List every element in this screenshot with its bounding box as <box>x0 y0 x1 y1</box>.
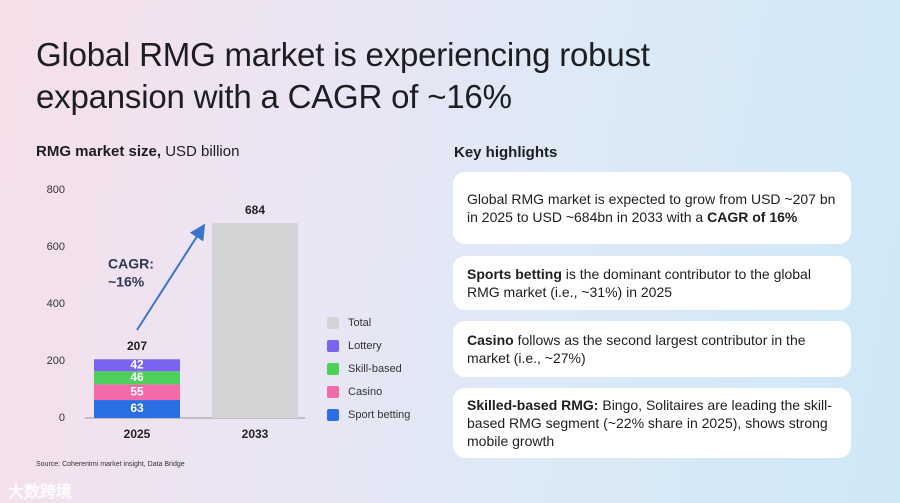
page-title: Global RMG market is experiencing robust… <box>36 36 650 115</box>
highlight-bold: CAGR of 16% <box>707 209 798 225</box>
bar-segment <box>94 400 180 418</box>
highlight-text: Skilled-based RMG: Bingo, Solitaires are… <box>467 396 837 450</box>
highlight-card: Global RMG market is expected to grow fr… <box>453 172 851 244</box>
highlight-text: Casino follows as the second largest con… <box>467 331 837 367</box>
highlight-card: Skilled-based RMG: Bingo, Solitaires are… <box>453 388 851 458</box>
highlights-title: Key highlights <box>454 144 558 161</box>
annotation: CAGR: <box>108 256 154 272</box>
legend-label: Skill-based <box>348 363 402 375</box>
x-tick-label: 2025 <box>124 427 151 441</box>
highlight-span: Global RMG market is expected to grow fr… <box>467 191 836 225</box>
highlight-bold: Skilled-based RMG: <box>467 397 599 413</box>
legend-label: Sport betting <box>348 409 410 421</box>
x-tick-label: 2033 <box>242 427 269 441</box>
legend-swatch <box>327 340 339 352</box>
chart-unit: USD billion <box>165 143 240 160</box>
highlight-bold: Sports betting <box>467 266 562 282</box>
highlight-span: Bingo, Solitaires are leading the skill-… <box>467 397 832 449</box>
annotation: ~16% <box>108 274 145 290</box>
source: Source: Coherentmi market insight, Data … <box>36 461 185 468</box>
cagr-arrow <box>136 223 206 331</box>
bar-segment <box>94 371 180 385</box>
data-label: 42 <box>130 357 144 371</box>
bar-segment <box>94 384 180 401</box>
bar-segment <box>212 223 298 418</box>
legend-swatch <box>327 386 339 398</box>
y-tick-label: 800 <box>47 184 65 196</box>
legend-swatch <box>327 363 339 375</box>
y-tick-label: 600 <box>47 241 65 253</box>
chart-heading: RMG market size, USD billion <box>36 143 239 160</box>
data-label: 46 <box>130 370 144 384</box>
legend-swatch <box>327 409 339 421</box>
highlight-span: is the dominant contributor to the globa… <box>467 266 811 300</box>
bar-segment <box>94 359 180 372</box>
watermark: 大数跨境 <box>8 484 73 501</box>
highlight-card: Sports betting is the dominant contribut… <box>453 256 851 310</box>
legend-label: Total <box>348 317 371 329</box>
y-tick-label: 0 <box>59 412 65 424</box>
total-label: 207 <box>127 339 147 353</box>
legend-label: Lottery <box>348 340 382 352</box>
total-label: 684 <box>245 203 265 217</box>
highlight-bold: Casino <box>467 332 514 348</box>
highlight-text: Sports betting is the dominant contribut… <box>467 265 837 301</box>
highlight-text: Global RMG market is expected to grow fr… <box>467 190 837 226</box>
highlight-card: Casino follows as the second largest con… <box>453 321 851 377</box>
data-label: 55 <box>130 384 144 398</box>
legend-label: Casino <box>348 386 382 398</box>
chart-title: RMG market size, <box>36 143 162 160</box>
legend-swatch <box>327 317 339 329</box>
data-label: 63 <box>130 401 144 415</box>
highlight-span: follows as the second largest contributo… <box>467 332 806 366</box>
y-tick-label: 400 <box>47 298 65 310</box>
y-tick-label: 200 <box>47 355 65 367</box>
